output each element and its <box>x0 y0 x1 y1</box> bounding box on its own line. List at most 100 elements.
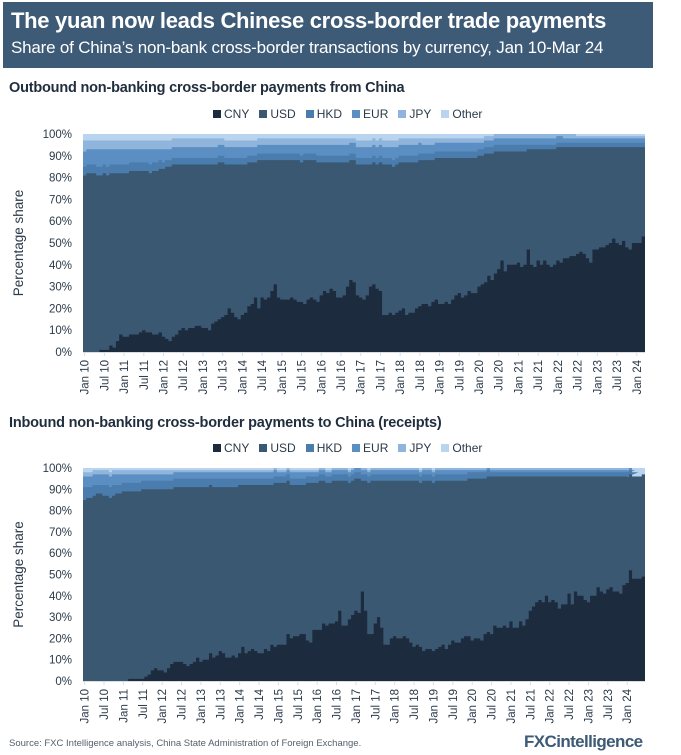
y-axis-title: Percentage share <box>11 521 26 628</box>
legend-item-other: Other <box>441 441 482 455</box>
y-tick-label: 10% <box>49 325 72 337</box>
y-tick-label: 0% <box>55 347 72 359</box>
x-tick-label: Jan 14 <box>237 359 249 394</box>
legend-item-cny: CNY <box>213 441 249 455</box>
chart-subtitle: Share of China’s non-bank cross-border t… <box>11 38 604 57</box>
x-tick-label: Jan 17 <box>356 360 368 395</box>
x-tick-label: Jul 12 <box>177 689 189 720</box>
legend-item-other: Other <box>441 107 482 121</box>
x-tick-label: Jan 15 <box>273 689 285 724</box>
x-tick-label: Jan 21 <box>513 360 525 395</box>
x-tick-label: Jan 16 <box>312 689 324 724</box>
legend-swatch-eur <box>352 444 361 452</box>
x-tick-label: Jan 18 <box>390 689 402 724</box>
legend-label: CNY <box>224 441 250 455</box>
x-tick-label: Jan 16 <box>316 360 328 395</box>
legend-item-jpy: JPY <box>398 107 431 121</box>
x-tick-label: Jan 13 <box>198 360 210 395</box>
x-tick-label: Jan 19 <box>428 689 440 724</box>
legend-swatch-hkd <box>305 444 314 452</box>
legend-swatch-hkd <box>305 110 314 118</box>
x-tick-label: Jan 13 <box>196 689 208 724</box>
x-tick-label: Jul 20 <box>494 360 506 391</box>
y-tick-label: 10% <box>49 655 72 667</box>
x-tick-label: Jul 17 <box>370 689 382 720</box>
y-tick-label: 80% <box>49 173 72 185</box>
outbound-legend: CNY USD HKD EUR JPY Other <box>213 107 482 121</box>
y-tick-label: 0% <box>55 676 72 688</box>
legend-label: EUR <box>363 441 389 455</box>
y-tick-label: 90% <box>49 151 72 163</box>
x-tick-label: Jan 23 <box>583 689 595 724</box>
x-tick-label: Jul 11 <box>139 360 151 390</box>
x-tick-label: Jul 22 <box>573 360 585 391</box>
legend-swatch-cny <box>213 110 221 118</box>
y-tick-label: 40% <box>49 260 72 272</box>
y-tick-label: 20% <box>49 633 72 645</box>
x-tick-label: Jul 23 <box>603 689 615 720</box>
legend-swatch-usd <box>259 444 268 452</box>
legend-label: EUR <box>363 107 389 121</box>
legend-label: Other <box>452 441 483 455</box>
x-tick-label: Jul 15 <box>293 689 305 720</box>
series-area-cny <box>83 570 645 681</box>
legend-item-hkd: HKD <box>305 441 343 455</box>
x-tick-label: Jan 23 <box>592 360 604 395</box>
legend-label: CNY <box>224 107 250 121</box>
inbound-panel-title: Inbound non-banking cross-border payment… <box>9 415 442 431</box>
x-tick-label: Jan 17 <box>351 689 363 724</box>
y-tick-label: 50% <box>49 570 72 582</box>
y-tick-label: 100% <box>43 129 72 141</box>
y-tick-label: 50% <box>49 238 72 250</box>
x-tick-label: Jan 19 <box>435 360 447 395</box>
legend-swatch-eur <box>352 110 361 118</box>
legend-label: Other <box>452 107 483 121</box>
x-tick-label: Jan 12 <box>157 689 169 724</box>
x-tick-label: Jul 14 <box>257 359 269 390</box>
y-tick-label: 60% <box>49 548 72 560</box>
x-tick-label: Jul 16 <box>332 689 344 720</box>
x-tick-label: Jul 23 <box>612 360 624 391</box>
logo-intelligence: intelligence <box>556 732 643 751</box>
series-area-cny <box>83 236 645 352</box>
x-tick-label: Jul 20 <box>487 689 499 720</box>
y-tick-label: 30% <box>49 282 72 294</box>
legend-label: HKD <box>316 441 343 455</box>
legend-swatch-jpy <box>398 444 407 452</box>
x-tick-label: Jan 24 <box>632 359 644 394</box>
y-tick-label: 40% <box>49 591 72 603</box>
x-tick-label: Jul 14 <box>254 688 266 719</box>
y-tick-label: 60% <box>49 216 72 228</box>
y-tick-label: 20% <box>49 303 72 315</box>
x-tick-label: Jan 24 <box>622 688 634 723</box>
x-tick-label: Jan 20 <box>467 689 479 724</box>
y-axis-title: Percentage share <box>11 190 26 297</box>
x-tick-label: Jul 15 <box>297 360 309 391</box>
legend-swatch-other <box>441 110 450 118</box>
x-tick-label: Jan 14 <box>235 688 247 723</box>
legend-label: JPY <box>409 107 432 121</box>
x-tick-label: Jul 21 <box>525 689 537 720</box>
x-tick-label: Jul 17 <box>375 360 387 391</box>
legend-label: JPY <box>409 441 432 455</box>
y-tick-label: 90% <box>49 484 72 496</box>
x-tick-label: Jan 22 <box>545 689 557 724</box>
x-tick-label: Jan 15 <box>277 360 289 395</box>
x-tick-label: Jan 10 <box>80 689 92 724</box>
x-tick-label: Jan 18 <box>395 360 407 395</box>
inbound-legend: CNY USD HKD EUR JPY Other <box>213 441 482 455</box>
x-tick-label: Jul 21 <box>533 360 545 391</box>
x-tick-label: Jul 18 <box>415 360 427 391</box>
legend-swatch-usd <box>259 110 268 118</box>
x-tick-label: Jan 10 <box>80 360 92 395</box>
legend-label: USD <box>270 107 296 121</box>
y-tick-label: 30% <box>49 612 72 624</box>
x-tick-label: Jan 11 <box>119 360 131 394</box>
y-tick-label: 70% <box>49 194 72 206</box>
legend-swatch-cny <box>213 444 221 452</box>
x-tick-label: Jul 19 <box>454 360 466 391</box>
chart-title: The yuan now leads Chinese cross-border … <box>11 8 607 33</box>
x-tick-label: Jan 20 <box>474 360 486 395</box>
legend-item-cny: CNY <box>213 107 249 121</box>
legend-item-usd: USD <box>259 441 296 455</box>
